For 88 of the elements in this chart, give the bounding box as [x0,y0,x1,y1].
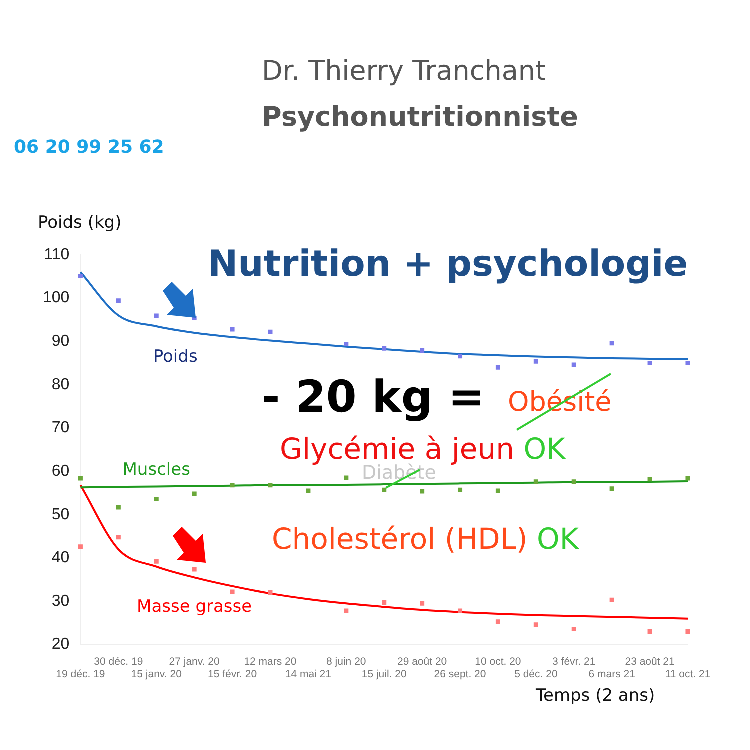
point [458,608,463,614]
point [686,361,690,366]
chart-title: Dr. Thierry Tranchant [262,56,546,87]
point [268,330,273,334]
y-tick-label: 60 [52,462,70,480]
x-tick-label: 3 févr. 21 [552,656,596,668]
point [230,327,235,332]
x-tick-label: 23 août 21 [625,656,676,668]
x-tick-label: 15 juil. 20 [362,668,407,681]
point [154,497,159,502]
x-tick-label: 15 janv. 20 [131,668,182,681]
point [534,480,538,484]
x-tick-label: 29 août 20 [397,656,448,668]
x-tick-label: 5 déc. 20 [514,668,558,681]
point [116,535,121,540]
point [154,559,159,564]
point [420,601,425,606]
point [420,348,425,353]
y-tick-label: 100 [42,290,70,307]
point [78,274,83,278]
point [458,354,463,359]
point [306,488,311,494]
line-series [80,484,689,620]
point [230,483,235,488]
x-tick-label: 11 oct. 21 [665,668,711,681]
point [496,488,500,494]
point [344,608,349,614]
point [534,622,538,628]
y-tick-label: 20 [52,636,70,654]
point [382,488,387,492]
x-tick-label: 10 oct. 20 [475,656,522,668]
x-axis-title: Temps (2 ans) [536,686,656,706]
y-tick-label: 80 [52,376,70,394]
point [496,620,500,624]
y-tick-label: 90 [52,333,70,350]
y-tick-label: 40 [52,550,70,567]
x-tick-label: 12 mars 20 [244,656,297,668]
point [382,600,387,606]
point [192,567,197,572]
x-tick-label: 6 mars 21 [588,668,636,681]
point [382,346,387,351]
point [496,365,500,370]
y-tick-label: 110 [44,246,70,264]
point [268,590,273,596]
y-tick-label: 30 [52,592,70,610]
point [230,590,235,594]
point [572,626,576,632]
annotation: Nutrition + psychologie [208,244,688,285]
series-label: Muscles [122,460,191,480]
x-tick-label: 27 janv. 20 [169,656,220,668]
point [420,489,425,494]
point [116,298,121,304]
annotation: - 20 kg = [262,372,486,423]
point [268,483,273,488]
point [78,544,83,550]
x-tick-label: 19 déc. 19 [56,668,106,681]
x-tick-label: 30 déc. 19 [94,656,144,668]
x-tick-label: 14 mai 21 [285,668,332,681]
point [686,630,690,634]
point [572,362,576,368]
point [686,476,690,481]
point [344,476,349,480]
series-label: Masse grasse [137,597,252,618]
point [648,477,652,482]
point [116,505,121,510]
annotation: Glycémie à jeun OK [280,432,566,466]
point [78,476,83,481]
y-tick-label: 70 [52,420,70,437]
x-tick-label: 8 juin 20 [326,656,366,668]
point [648,361,652,366]
point [610,486,614,492]
point [154,314,159,318]
point [572,480,576,484]
series-label: Poids [153,347,198,368]
point [610,598,614,602]
y-tick-label: 50 [52,506,70,524]
point [458,488,463,492]
point [534,359,538,364]
annotation: Cholestérol (HDL) OK [272,522,579,556]
point [344,342,349,346]
x-tick-label: 26 sept. 20 [434,668,486,681]
point [610,341,614,346]
x-tick-label: 15 févr. 20 [208,668,258,681]
point [648,630,652,634]
chart-subtitle: Psychonutritionniste [262,102,578,133]
text: 06 20 99 25 62 [14,137,164,158]
point [192,492,197,496]
y-axis-title: Poids (kg) [38,213,122,233]
